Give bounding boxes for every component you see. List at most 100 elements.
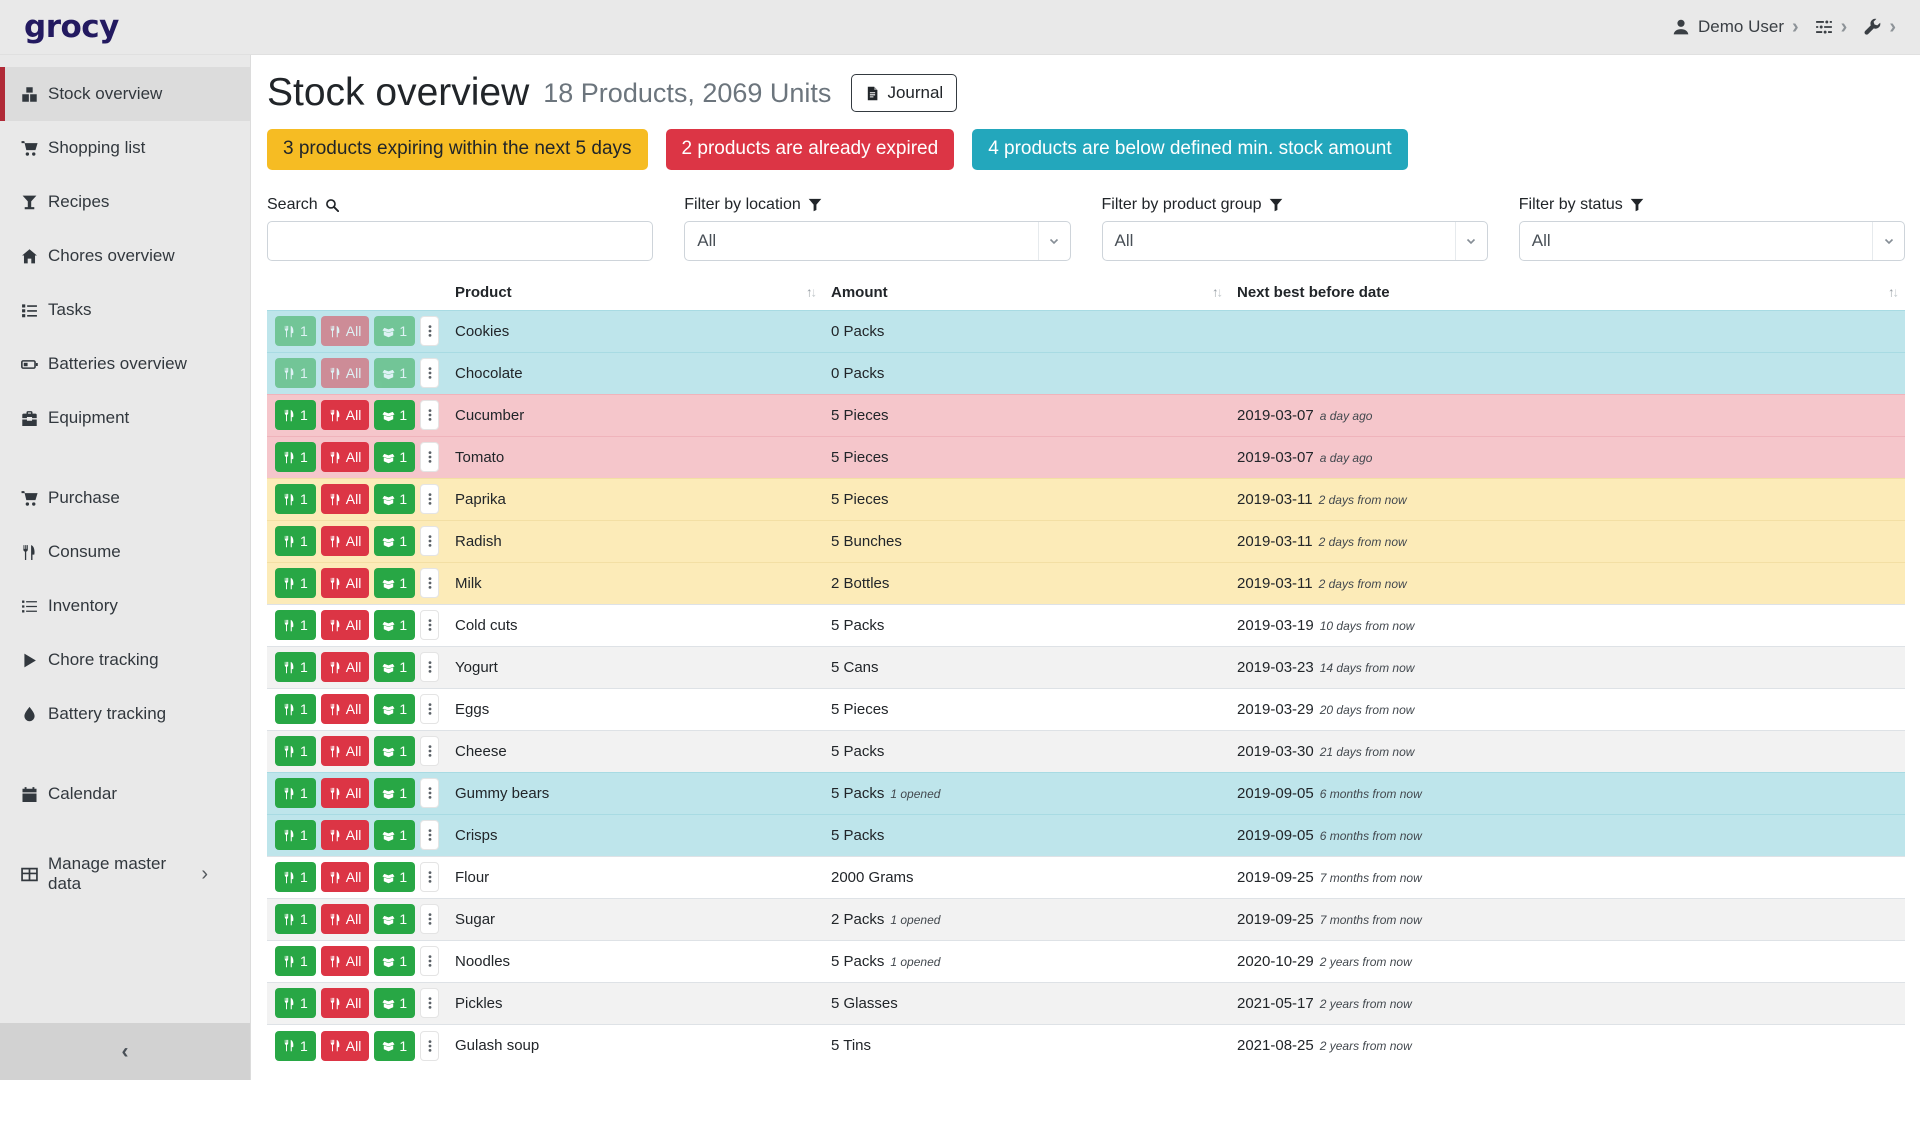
consume-all-button[interactable]: All	[321, 610, 370, 640]
below-min-stock-badge[interactable]: 4 products are below defined min. stock …	[972, 129, 1407, 170]
consume-all-button[interactable]: All	[321, 400, 370, 430]
sidebar-item-inventory[interactable]: Inventory	[0, 579, 250, 633]
consume-all-button[interactable]: All	[321, 1031, 370, 1061]
consume-all-button[interactable]: All	[321, 358, 370, 388]
consume-all-button[interactable]: All	[321, 820, 370, 850]
open-one-button[interactable]: 1	[374, 778, 415, 808]
sidebar-item-batteries-overview[interactable]: Batteries overview	[0, 337, 250, 391]
row-menu-button[interactable]	[420, 1031, 439, 1061]
row-menu-button[interactable]	[420, 652, 439, 682]
consume-all-button[interactable]: All	[321, 652, 370, 682]
open-one-button[interactable]: 1	[374, 820, 415, 850]
consume-all-button[interactable]: All	[321, 526, 370, 556]
row-menu-button[interactable]	[420, 988, 439, 1018]
open-one-button[interactable]: 1	[374, 694, 415, 724]
row-menu-button[interactable]	[420, 736, 439, 766]
consume-one-button[interactable]: 1	[275, 862, 316, 892]
sidebar-item-chores-overview[interactable]: Chores overview	[0, 229, 250, 283]
consume-one-button[interactable]: 1	[275, 694, 316, 724]
consume-one-button[interactable]: 1	[275, 1031, 316, 1061]
open-one-button[interactable]: 1	[374, 400, 415, 430]
filter-by-status-select[interactable]: All	[1519, 221, 1905, 261]
sidebar-item-manage-master-data[interactable]: Manage master data›	[0, 847, 250, 901]
user-menu[interactable]: Demo User›	[1672, 17, 1799, 37]
sidebar-collapse-button[interactable]: ‹	[0, 1023, 250, 1080]
consume-one-button[interactable]: 1	[275, 358, 316, 388]
consume-all-button[interactable]: All	[321, 778, 370, 808]
open-one-button[interactable]: 1	[374, 568, 415, 598]
row-menu-button[interactable]	[420, 820, 439, 850]
open-one-button[interactable]: 1	[374, 988, 415, 1018]
consume-one-button[interactable]: 1	[275, 484, 316, 514]
sidebar-item-purchase[interactable]: Purchase	[0, 471, 250, 525]
consume-all-button[interactable]: All	[321, 484, 370, 514]
row-menu-button[interactable]	[420, 568, 439, 598]
consume-one-button[interactable]: 1	[275, 736, 316, 766]
row-menu-button[interactable]	[420, 904, 439, 934]
expired-badge[interactable]: 2 products are already expired	[666, 129, 955, 170]
consume-all-button[interactable]: All	[321, 694, 370, 724]
consume-one-button[interactable]: 1	[275, 904, 316, 934]
row-menu-button[interactable]	[420, 316, 439, 346]
row-menu-button[interactable]	[420, 694, 439, 724]
column-header-next-best-before-date[interactable]: Next best before date↑↓	[1229, 275, 1905, 311]
sidebar-item-recipes[interactable]: Recipes	[0, 175, 250, 229]
expiring-badge[interactable]: 3 products expiring within the next 5 da…	[267, 129, 648, 170]
column-header-amount[interactable]: Amount↑↓	[823, 275, 1229, 311]
sidebar-item-calendar[interactable]: Calendar	[0, 767, 250, 821]
filter-by-product-group-select[interactable]: All	[1102, 221, 1488, 261]
row-menu-button[interactable]	[420, 400, 439, 430]
sidebar-item-chore-tracking[interactable]: Chore tracking	[0, 633, 250, 687]
wrench-menu[interactable]: ›	[1863, 17, 1896, 37]
row-menu-button[interactable]	[420, 862, 439, 892]
journal-button[interactable]: Journal	[851, 74, 957, 112]
consume-one-button[interactable]: 1	[275, 526, 316, 556]
open-one-button[interactable]: 1	[374, 652, 415, 682]
consume-one-button[interactable]: 1	[275, 316, 316, 346]
open-one-button[interactable]: 1	[374, 484, 415, 514]
row-menu-button[interactable]	[420, 442, 439, 472]
consume-one-button[interactable]: 1	[275, 946, 316, 976]
row-menu-button[interactable]	[420, 484, 439, 514]
row-menu-button[interactable]	[420, 610, 439, 640]
consume-one-button[interactable]: 1	[275, 820, 316, 850]
sidebar-item-battery-tracking[interactable]: Battery tracking	[0, 687, 250, 741]
open-one-button[interactable]: 1	[374, 358, 415, 388]
consume-all-button[interactable]: All	[321, 316, 370, 346]
sidebar-item-tasks[interactable]: Tasks	[0, 283, 250, 337]
consume-all-button[interactable]: All	[321, 736, 370, 766]
consume-one-button[interactable]: 1	[275, 988, 316, 1018]
open-one-button[interactable]: 1	[374, 442, 415, 472]
consume-all-button[interactable]: All	[321, 862, 370, 892]
consume-all-button[interactable]: All	[321, 442, 370, 472]
open-one-button[interactable]: 1	[374, 862, 415, 892]
app-logo[interactable]: grocy	[24, 9, 119, 45]
row-menu-button[interactable]	[420, 778, 439, 808]
row-menu-button[interactable]	[420, 946, 439, 976]
consume-all-button[interactable]: All	[321, 568, 370, 598]
open-one-button[interactable]: 1	[374, 1031, 415, 1061]
row-menu-button[interactable]	[420, 358, 439, 388]
sliders-menu[interactable]: ›	[1815, 17, 1848, 37]
sidebar-item-stock-overview[interactable]: Stock overview	[0, 67, 250, 121]
search-input[interactable]	[267, 221, 653, 261]
consume-all-button[interactable]: All	[321, 946, 370, 976]
open-one-button[interactable]: 1	[374, 610, 415, 640]
consume-one-button[interactable]: 1	[275, 442, 316, 472]
column-header-product[interactable]: Product↑↓	[447, 275, 823, 311]
consume-all-button[interactable]: All	[321, 988, 370, 1018]
open-one-button[interactable]: 1	[374, 316, 415, 346]
row-menu-button[interactable]	[420, 526, 439, 556]
consume-one-button[interactable]: 1	[275, 568, 316, 598]
open-one-button[interactable]: 1	[374, 946, 415, 976]
open-one-button[interactable]: 1	[374, 904, 415, 934]
consume-one-button[interactable]: 1	[275, 610, 316, 640]
open-one-button[interactable]: 1	[374, 526, 415, 556]
consume-one-button[interactable]: 1	[275, 652, 316, 682]
consume-all-button[interactable]: All	[321, 904, 370, 934]
sidebar-item-equipment[interactable]: Equipment	[0, 391, 250, 445]
filter-by-location-select[interactable]: All	[684, 221, 1070, 261]
sidebar-item-consume[interactable]: Consume	[0, 525, 250, 579]
consume-one-button[interactable]: 1	[275, 400, 316, 430]
sidebar-item-shopping-list[interactable]: Shopping list	[0, 121, 250, 175]
